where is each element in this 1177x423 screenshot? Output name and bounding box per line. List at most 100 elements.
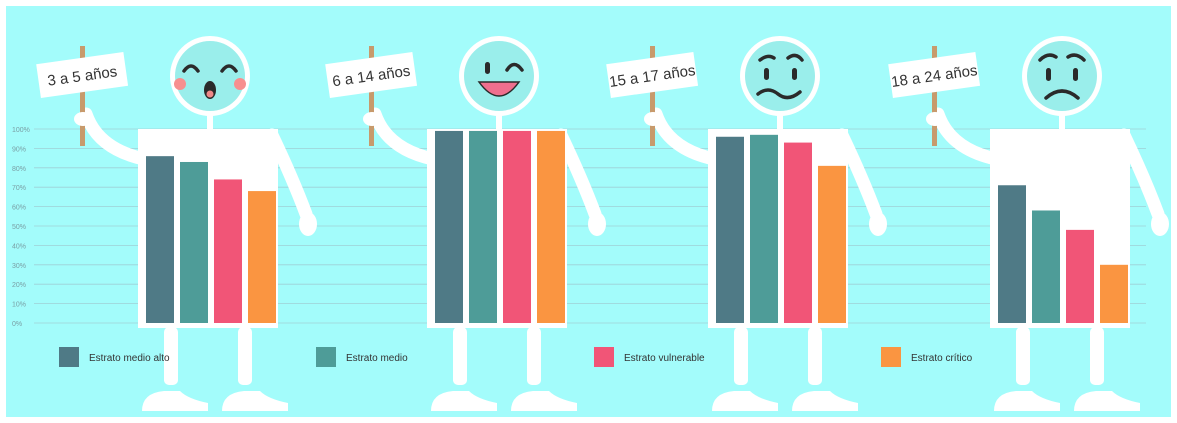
sign-stick: [80, 46, 85, 146]
right-leg: [527, 327, 541, 385]
eyebrow: [1038, 53, 1058, 62]
bars: [146, 130, 1128, 323]
y-tick-label: 70%: [12, 185, 26, 192]
chart-canvas: 3 a 5 años 6 a 14 años 15 a 17 años 18 a 24…: [6, 6, 1171, 417]
sign-stick: [650, 46, 655, 146]
left-shoe: [712, 391, 778, 411]
eye: [1046, 68, 1051, 81]
left-hand: [926, 112, 944, 126]
left-hand: [74, 112, 92, 126]
sign-stick: [369, 46, 374, 146]
age-sign: 3 a 5 años: [36, 52, 129, 98]
cheek: [234, 78, 246, 90]
bar: [469, 130, 497, 323]
right-shoe: [1074, 391, 1140, 411]
right-leg: [238, 327, 252, 385]
age-sign: 18 a 24 años: [888, 52, 981, 98]
y-tick-label: 0%: [12, 321, 22, 328]
y-tick-label: 60%: [12, 205, 26, 212]
sad-face-icon: [1027, 41, 1097, 111]
y-tick-label: 90%: [12, 146, 26, 153]
right-leg: [1090, 327, 1104, 385]
bar: [1100, 264, 1128, 323]
y-tick-label: 80%: [12, 166, 26, 173]
y-tick-label: 20%: [12, 282, 26, 289]
infographic-chart: 3 a 5 años 6 a 14 años 15 a 17 años 18 a 24…: [6, 6, 1171, 417]
mouth: [1044, 89, 1080, 100]
bar: [998, 185, 1026, 323]
left-shoe: [431, 391, 497, 411]
sign-board: [325, 52, 418, 98]
legend-item: Estrato medio alto: [59, 347, 170, 367]
sign-board: [606, 52, 699, 98]
left-hand: [363, 112, 381, 126]
right-hand: [869, 212, 887, 236]
tongue: [206, 90, 214, 98]
right-hand: [1151, 212, 1169, 236]
y-tick-label: 40%: [12, 243, 26, 250]
legend-swatch: [594, 347, 614, 367]
right-leg: [808, 327, 822, 385]
eye: [505, 62, 524, 72]
eyebrow: [1066, 53, 1086, 62]
doubtful-face-icon: [745, 41, 815, 111]
eye: [485, 62, 490, 74]
y-tick-label: 50%: [12, 224, 26, 231]
sign-board: [36, 52, 129, 98]
bar: [716, 136, 744, 323]
eye: [182, 64, 200, 73]
head: [1027, 41, 1097, 111]
eye: [792, 68, 797, 80]
bar: [503, 130, 531, 323]
left-hand: [644, 112, 662, 126]
left-shoe: [994, 391, 1060, 411]
surprised-face-icon: [174, 41, 246, 111]
eye: [220, 64, 238, 73]
bar: [1066, 229, 1094, 323]
left-shoe: [142, 391, 208, 411]
age-sign: 15 a 17 años: [606, 52, 699, 98]
legend-label: Estrato crítico: [911, 353, 973, 364]
legend: Estrato medio alto Estrato medio Estrato v…: [59, 347, 973, 367]
left-leg: [734, 327, 748, 385]
sign-board: [888, 52, 981, 98]
left-leg: [453, 327, 467, 385]
right-hand: [299, 212, 317, 236]
bar: [750, 134, 778, 323]
winking-face-icon: [464, 41, 534, 111]
y-tick-label: 30%: [12, 263, 26, 270]
legend-label: Estrato medio: [346, 353, 408, 364]
y-tick-label: 100%: [12, 127, 30, 134]
legend-item: Estrato vulnerable: [594, 347, 705, 367]
age-sign: 6 a 14 años: [325, 52, 418, 98]
legend-item: Estrato medio: [316, 347, 408, 367]
right-shoe: [792, 391, 858, 411]
bar: [784, 142, 812, 323]
legend-swatch: [316, 347, 336, 367]
bar: [214, 179, 242, 323]
head: [175, 41, 245, 111]
left-leg: [164, 327, 178, 385]
right-shoe: [222, 391, 288, 411]
head: [464, 41, 534, 111]
bar: [1032, 210, 1060, 323]
bar: [818, 165, 846, 323]
cheek: [174, 78, 186, 90]
eyebrow: [758, 54, 776, 62]
eye: [1073, 68, 1078, 81]
eyebrow: [786, 53, 804, 62]
eye: [764, 68, 769, 80]
right-hand: [588, 212, 606, 236]
legend-swatch: [881, 347, 901, 367]
bar: [180, 161, 208, 323]
bar: [248, 191, 276, 323]
bar: [537, 130, 565, 323]
legend-label: Estrato medio alto: [89, 353, 170, 364]
y-axis: 100% 90% 80% 70% 60% 50% 40% 30% 20% 10% 0%: [12, 127, 30, 328]
right-shoe: [511, 391, 577, 411]
bar: [146, 156, 174, 323]
mouth: [477, 81, 521, 97]
legend-item: Estrato crítico: [881, 347, 973, 367]
y-tick-label: 10%: [12, 302, 26, 309]
left-leg: [1016, 327, 1030, 385]
